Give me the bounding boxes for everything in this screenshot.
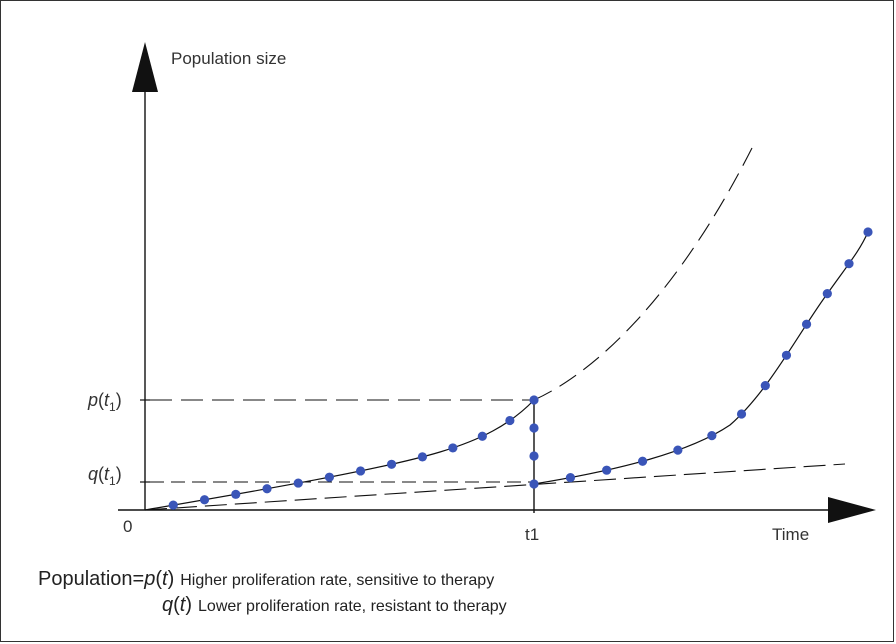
- t1-tick-label: t1: [525, 525, 539, 544]
- trajectory-dot: [355, 466, 366, 476]
- legend-row-2: q(t) Lower proliferation rate, resistant …: [162, 594, 507, 617]
- legend-symbol-q: q(t): [162, 594, 193, 616]
- population-curve-before-therapy: [144, 399, 535, 511]
- trajectory-dot: [262, 484, 272, 494]
- p-t1-label: p(t1): [87, 390, 122, 414]
- trajectory-dot: [637, 456, 648, 466]
- trajectory-dot: [736, 409, 747, 419]
- trajectory-dot: [529, 423, 539, 433]
- trajectory-dot: [673, 445, 683, 455]
- trajectory-dot: [822, 289, 832, 299]
- legend-equals: =: [132, 568, 145, 590]
- trajectory-dot: [324, 472, 335, 482]
- x-axis-label: Time: [772, 525, 809, 544]
- trajectory-dot: [801, 319, 812, 329]
- trajectory-dot: [529, 395, 539, 405]
- trajectory-dot: [844, 259, 854, 269]
- legend-description-p: Higher proliferation rate, sensitive to …: [180, 572, 495, 589]
- trajectory-dot: [231, 489, 241, 499]
- trajectory-dot: [293, 478, 303, 488]
- trajectory-dots: [168, 227, 873, 510]
- trajectory-dot: [863, 227, 873, 237]
- trajectory-dot: [477, 431, 487, 441]
- population-curve-after-therapy: [533, 231, 869, 485]
- q-t1-label: q(t1): [88, 464, 122, 488]
- trajectory-dot: [505, 415, 515, 426]
- trajectory-dot: [760, 381, 770, 391]
- legend-row-1: Population=p(t) Higher proliferation rate…: [38, 568, 494, 591]
- trajectory-dot: [781, 350, 792, 360]
- legend-description-q: Lower proliferation rate, resistant to t…: [198, 598, 507, 615]
- trajectory-dot: [565, 473, 576, 483]
- trajectory-dot: [386, 459, 397, 469]
- trajectory-dot: [529, 479, 539, 489]
- trajectory-dot: [417, 452, 428, 462]
- legend-prefix: Population: [38, 568, 133, 590]
- x-axis-arrow: [828, 497, 876, 523]
- sensitive-growth-extrapolation: [533, 147, 753, 401]
- resistant-growth-line: [144, 463, 846, 511]
- legend-symbol-p: p(t): [144, 568, 175, 590]
- y-axis-arrow: [132, 42, 158, 92]
- y-axis-label: Population size: [171, 49, 286, 68]
- origin-label: 0: [123, 517, 132, 536]
- trajectory-dot: [707, 431, 717, 441]
- trajectory-dot: [448, 443, 458, 453]
- trajectory-dot: [168, 500, 178, 510]
- trajectory-dot: [602, 465, 612, 475]
- trajectory-dot: [199, 495, 210, 505]
- trajectory-dot: [529, 451, 539, 461]
